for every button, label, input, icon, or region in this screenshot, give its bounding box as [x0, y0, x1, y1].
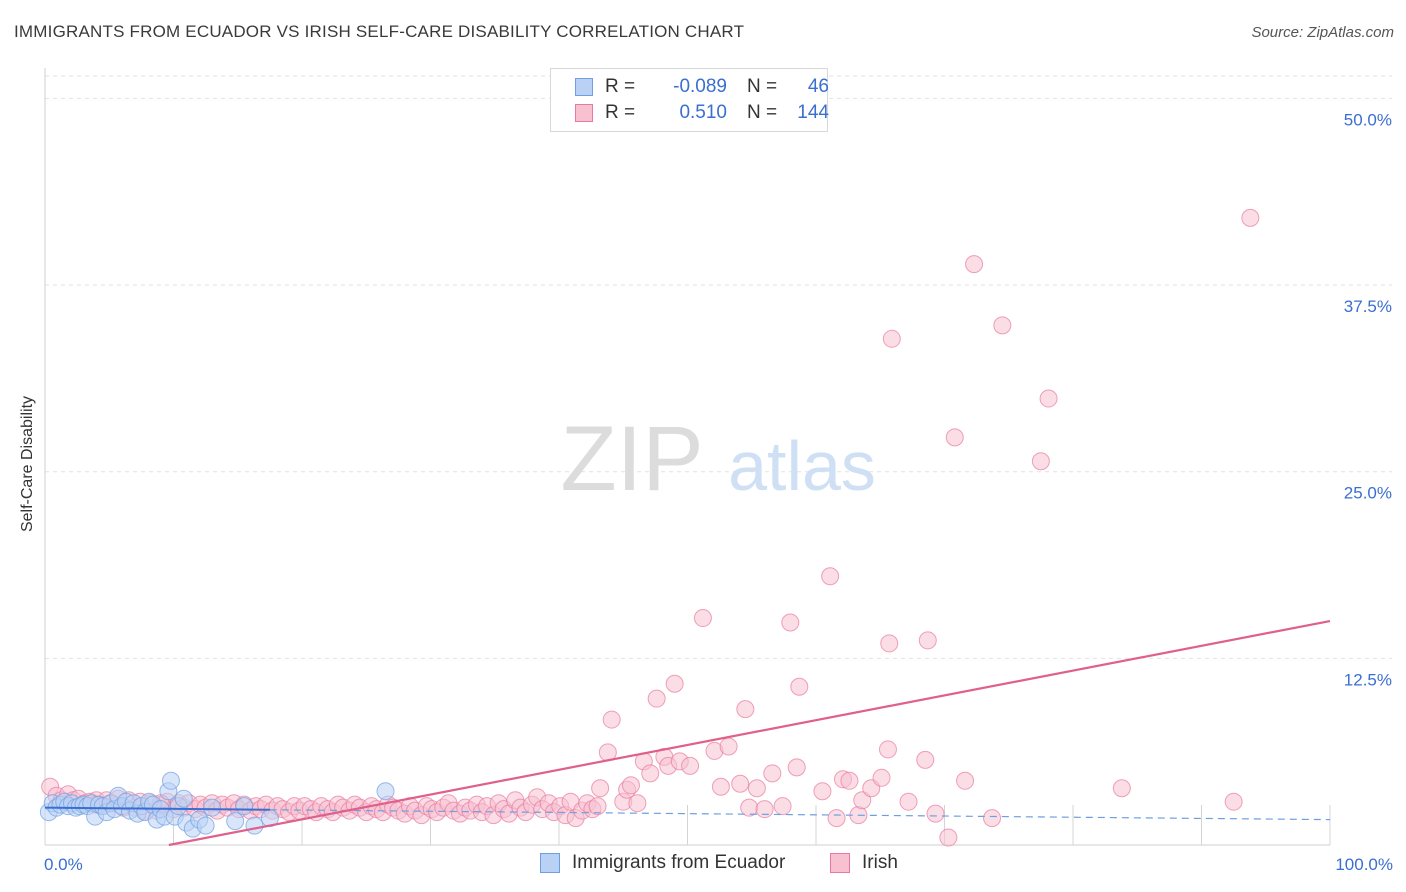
irish-point [588, 797, 607, 816]
irish-point [926, 804, 945, 823]
legend-item-irish[interactable]: Irish [830, 852, 898, 874]
irish-point [719, 737, 738, 756]
irish-point [591, 779, 610, 798]
axis-layer: 12.5% 25.0% 37.5% 50.0% 0.0% 100.0% [44, 68, 1393, 874]
legend-label-irish: Irish [862, 852, 898, 873]
irish-point [882, 329, 901, 348]
irish-point [711, 777, 730, 796]
irish-point [773, 797, 792, 816]
y-tick-label: 12.5% [1344, 670, 1392, 689]
irish-point [945, 428, 964, 447]
legend-item-ecuador[interactable]: Immigrants from Ecuador [540, 852, 785, 874]
ecuador-point [376, 782, 395, 801]
irish-point [763, 764, 782, 783]
legend-n-value: 46 [807, 76, 829, 97]
irish-point [993, 316, 1012, 335]
irish-point [1224, 792, 1243, 811]
irish-point [916, 750, 935, 769]
irish-point [965, 255, 984, 274]
series-legend: Immigrants from Ecuador Irish [0, 852, 1406, 878]
irish-point [781, 613, 800, 632]
watermark: ZIP atlas [560, 408, 876, 510]
irish-point [628, 794, 647, 813]
ecuador-point [203, 798, 222, 817]
irish-point [1031, 452, 1050, 471]
points-layer [39, 208, 1260, 847]
watermark-atlas: atlas [728, 427, 876, 505]
irish-point [821, 567, 840, 586]
ecuador-trend-line [44, 806, 270, 811]
irish-point [899, 792, 918, 811]
irish-point [878, 740, 897, 759]
irish-point [755, 800, 774, 819]
watermark-zip: ZIP [560, 408, 703, 510]
legend-label-ecuador: Immigrants from Ecuador [572, 852, 786, 873]
legend-r-value: -0.089 [673, 76, 727, 97]
grid-layer [45, 75, 1392, 659]
irish-point [1112, 779, 1131, 798]
irish-point [790, 677, 809, 696]
irish-point [647, 689, 666, 708]
ecuador-point [161, 771, 180, 790]
irish-point [747, 779, 766, 798]
irish-point [827, 809, 846, 828]
irish-point [918, 631, 937, 650]
x-tick-label: 0.0% [44, 855, 83, 874]
irish-trend-line [168, 619, 1331, 847]
source-label: Source: ZipAtlas.com [1251, 24, 1394, 41]
x-tick-label: 100.0% [1335, 855, 1393, 874]
irish-point [853, 791, 872, 810]
irish-point [731, 774, 750, 793]
irish-point [939, 828, 958, 847]
chart-title: IMMIGRANTS FROM ECUADOR VS IRISH SELF-CA… [14, 22, 745, 41]
legend-row-irish: R = 0.510 N = 144 [575, 101, 829, 125]
y-tick-label: 50.0% [1344, 110, 1392, 129]
irish-point [872, 768, 891, 787]
ecuador-point [235, 797, 254, 816]
legend-row-ecuador: R = -0.089 N = 46 [575, 75, 829, 99]
ecuador-trend-line-extrapolated [269, 809, 1331, 821]
legend-swatch-irish [830, 853, 850, 873]
irish-point [602, 710, 621, 729]
irish-point [813, 782, 832, 801]
irish-point [641, 764, 660, 783]
irish-point [880, 634, 899, 653]
irish-point [956, 771, 975, 790]
legend-n-value: 144 [797, 102, 829, 123]
irish-point [665, 674, 684, 693]
correlation-legend: R = -0.089 N = 46 R = 0.510 N = 144 [550, 68, 829, 132]
legend-n-label: N = [747, 102, 778, 123]
irish-point [681, 756, 700, 775]
ecuador-point [196, 816, 215, 835]
irish-point [1241, 208, 1260, 227]
irish-point [983, 809, 1002, 828]
irish-point [1039, 389, 1058, 408]
ecuador-point [245, 816, 264, 835]
y-tick-label: 37.5% [1344, 297, 1392, 316]
trend-layer [44, 619, 1331, 847]
legend-n-label: N = [747, 76, 778, 97]
legend-r-label: R = [605, 76, 636, 97]
legend-r-value: 0.510 [679, 102, 727, 123]
irish-point [693, 609, 712, 628]
irish-point [736, 700, 755, 719]
ecuador-point [174, 789, 193, 808]
y-tick-label: 25.0% [1344, 484, 1392, 503]
irish-point [840, 771, 859, 790]
legend-swatch-ecuador [575, 78, 593, 96]
legend-swatch-irish [575, 104, 593, 122]
ecuador-point [226, 812, 245, 831]
irish-point [787, 758, 806, 777]
irish-point [621, 776, 640, 795]
legend-r-label: R = [605, 102, 636, 123]
legend-swatch-ecuador [540, 853, 560, 873]
